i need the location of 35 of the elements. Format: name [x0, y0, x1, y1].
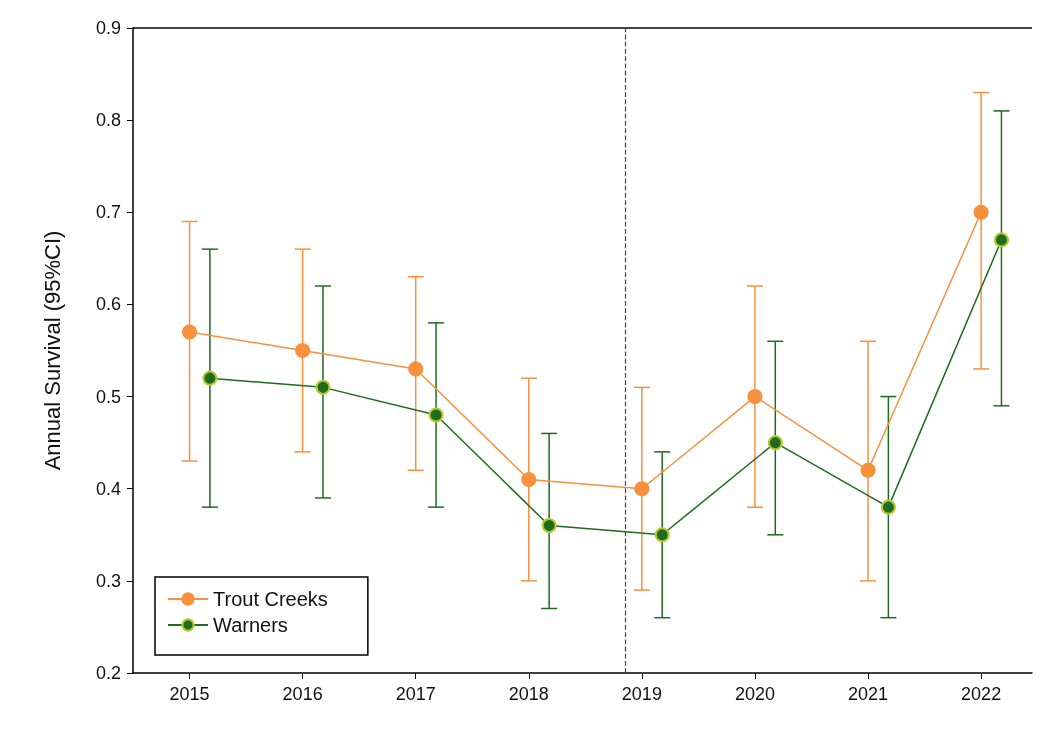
y-axis-title: Annual Survival (95%CI): [39, 230, 65, 471]
x-tick-label: 2015: [169, 684, 210, 704]
x-tick-label: 2016: [282, 684, 323, 704]
point: [182, 324, 198, 340]
y-tick-label: 0.7: [95, 202, 121, 223]
point: [747, 389, 763, 405]
point: [973, 204, 989, 220]
point: [408, 361, 424, 377]
point: [880, 499, 896, 515]
point: [202, 370, 218, 386]
point: [428, 407, 444, 423]
point: [521, 472, 537, 487]
point: [767, 435, 783, 451]
y-tick-label: 0.3: [95, 570, 121, 591]
y-tick-label: 0.8: [95, 110, 121, 131]
legend-label: Warners: [213, 614, 288, 636]
point: [315, 379, 331, 395]
x-tick-label: 2018: [508, 684, 549, 704]
point: [860, 462, 876, 478]
x-tick-label: 2020: [734, 684, 775, 704]
x-tick-label: 2021: [848, 684, 889, 704]
y-tick-label: 0.2: [95, 663, 121, 683]
point: [541, 518, 557, 534]
x-tick-label: 2022: [961, 684, 1002, 704]
y-tick-label: 0.4: [95, 478, 121, 499]
y-tick-label: 0.6: [95, 294, 121, 315]
x-tick-label: 2019: [621, 684, 662, 704]
point: [634, 481, 650, 497]
legend-label: Trout Creeks: [213, 588, 328, 610]
point: [993, 232, 1009, 248]
x-tick-label: 2017: [395, 684, 436, 704]
y-tick-label: 0.5: [95, 386, 121, 407]
y-tick-label: 0.9: [95, 18, 121, 38]
point: [295, 343, 311, 358]
point: [654, 527, 670, 543]
